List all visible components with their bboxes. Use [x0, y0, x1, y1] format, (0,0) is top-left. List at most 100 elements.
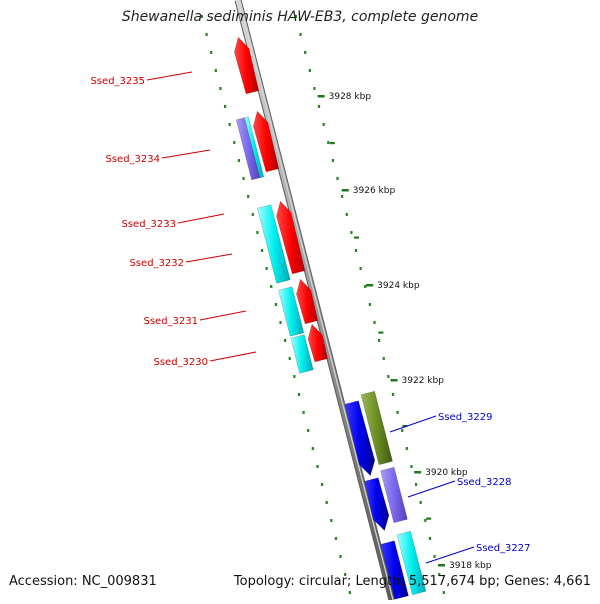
gene-label: Ssed_3233: [121, 219, 176, 230]
guide-dot: [387, 375, 390, 378]
tick-mark-minor: [378, 331, 384, 334]
guide-dots: [200, 15, 445, 594]
guide-dot: [288, 357, 291, 360]
guide-dot: [438, 573, 441, 576]
guide-dot: [233, 141, 236, 144]
guide-dot: [270, 285, 273, 288]
guide-dot: [442, 591, 445, 594]
tick-label: 3918 kbp: [449, 561, 492, 571]
guide-dot: [348, 591, 351, 594]
guide-dot: [428, 537, 432, 540]
cds-ssed-3235: [234, 36, 260, 95]
cog-ssed-3234: [235, 117, 261, 181]
guide-dot: [364, 285, 367, 288]
guide-dot: [344, 573, 347, 576]
guide-dot: [317, 105, 321, 108]
gene-label: Ssed_3232: [129, 258, 184, 269]
guide-dot: [419, 501, 422, 504]
guide-dot: [401, 429, 404, 432]
gene-label: Ssed_3230: [153, 357, 208, 368]
gene-count: Genes: 4,661: [504, 574, 591, 589]
guide-dot: [304, 51, 307, 54]
guide-dot: [265, 267, 268, 270]
guide-dot: [368, 303, 371, 306]
guide-dot: [414, 483, 418, 486]
guide-dot: [311, 447, 314, 450]
tick-mark: [341, 189, 349, 192]
tick-mark-minor: [426, 517, 432, 520]
tick-mark: [317, 95, 325, 98]
gene-label-connector: [389, 415, 437, 433]
tick-mark: [414, 471, 422, 474]
tick-label: 3922 kbp: [402, 376, 445, 386]
tick-mark-minor: [353, 236, 359, 239]
gene-label-connector: [209, 351, 257, 362]
gene-label-connector: [199, 310, 247, 321]
guide-dot: [214, 69, 217, 72]
gene-label-connector: [177, 213, 225, 224]
guide-dot: [308, 69, 311, 72]
topology: Topology: circular;: [233, 574, 352, 589]
guide-dot: [242, 177, 245, 180]
guide-dot: [330, 519, 333, 522]
cds-ssed-3228: [364, 477, 390, 532]
guide-dot: [200, 15, 204, 18]
cds-ssed-3231: [307, 323, 328, 363]
cog-ssed-3227: [396, 530, 427, 596]
guide-dot: [316, 465, 319, 468]
gene-features: [234, 36, 427, 600]
gene-label: Ssed_3227: [476, 543, 531, 554]
guide-dot: [205, 33, 208, 36]
guide-dot: [274, 303, 277, 306]
guide-dot: [354, 249, 358, 252]
guide-dot: [341, 195, 344, 198]
guide-dot: [302, 411, 305, 414]
guide-dot: [293, 375, 296, 378]
cds-ssed-3233: [276, 200, 306, 275]
gene-label: Ssed_3235: [90, 76, 145, 87]
scale-ticks: 3928 kbp 3926 kbp 3924 kbp 3922 kbp 3920 kbp…: [317, 92, 492, 571]
guide-dot: [210, 51, 213, 54]
tick-label: 3924 kbp: [377, 281, 420, 291]
guide-dot: [228, 123, 231, 126]
guide-dot: [320, 483, 324, 486]
guide-dot: [391, 393, 395, 396]
guide-dot: [396, 411, 399, 414]
tick-label: 3926 kbp: [353, 186, 396, 196]
guide-dot: [331, 159, 335, 162]
guide-dot: [325, 501, 328, 504]
gene-label-connector: [146, 71, 193, 81]
gene-label: Ssed_3234: [105, 154, 160, 165]
cog-ssed-3229: [360, 390, 393, 466]
tick-mark: [366, 284, 374, 287]
gene-label-connector: [407, 480, 456, 498]
guide-dot: [260, 249, 264, 252]
cog-ssed-3233: [257, 204, 291, 284]
tick-label: 3920 kbp: [425, 468, 468, 478]
genome-stats: Topology: circular; Length: 5,517,674 bp…: [234, 574, 591, 589]
gene-label-connector: [425, 546, 475, 564]
cog-ssed-3231: [278, 286, 305, 337]
guide-dot: [284, 339, 287, 342]
cds-ssed-3229: [344, 400, 376, 477]
guide-dot: [322, 123, 325, 126]
guide-dot: [433, 555, 436, 558]
cds-ssed-3234: [253, 110, 280, 173]
guide-dot: [373, 321, 376, 324]
backbone: [234, 0, 396, 601]
gene-label: Ssed_3228: [457, 477, 512, 488]
tick-mark: [390, 379, 398, 382]
cds-ssed-3227: [380, 540, 409, 600]
guide-dot: [336, 177, 339, 180]
guide-dot: [410, 465, 413, 468]
gene-label-connector: [161, 149, 211, 159]
guide-dot: [405, 447, 408, 450]
guide-dot: [307, 429, 310, 432]
cog-ssed-3230: [290, 334, 314, 374]
guide-dot: [345, 213, 348, 216]
guide-dot: [359, 267, 362, 270]
guide-dot: [279, 321, 282, 324]
length: Length: 5,517,674 bp;: [355, 574, 501, 589]
